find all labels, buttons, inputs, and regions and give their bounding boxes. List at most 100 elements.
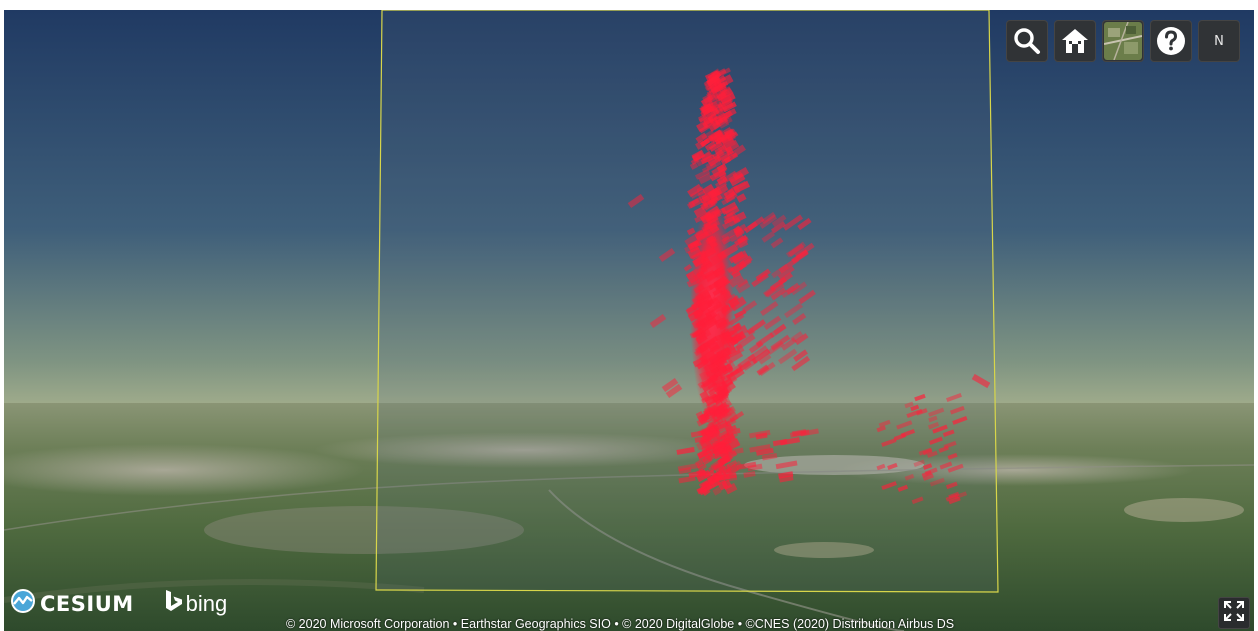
cloud-point (913, 459, 925, 468)
cloud-point (910, 404, 920, 412)
cloud-point (697, 463, 707, 472)
cloud-point (711, 419, 729, 432)
cloud-point (693, 307, 710, 320)
cloud-point (719, 95, 734, 108)
point-cloud (627, 67, 991, 505)
terrain-detail (4, 432, 1254, 631)
cloud-point (726, 460, 738, 469)
cloud-point (723, 212, 734, 221)
cloud-point (773, 323, 787, 336)
cloud-point (689, 161, 699, 170)
cloud-point (770, 287, 787, 301)
cloud-point (713, 112, 726, 123)
cloud-point (703, 469, 715, 479)
cloud-point (788, 243, 805, 258)
cloud-point (710, 68, 722, 79)
cloud-point (939, 461, 953, 470)
cloud-point (926, 450, 938, 458)
cloud-point (785, 282, 801, 295)
attribution-text: © 2020 Microsoft Corporation • Earthstar… (286, 617, 955, 631)
fullscreen-button[interactable] (1218, 597, 1250, 629)
cloud-point (706, 90, 716, 101)
cloud-point (876, 463, 886, 471)
cloud-point (716, 163, 728, 174)
map-scene[interactable] (4, 10, 1254, 631)
search-button[interactable] (1006, 20, 1048, 62)
search-icon (1012, 26, 1042, 56)
cloud-point (878, 419, 891, 428)
cloud-point (734, 237, 749, 250)
cloud-point (695, 229, 713, 243)
help-button[interactable] (1150, 20, 1192, 62)
cloud-point (793, 349, 808, 362)
cloud-point (946, 392, 962, 402)
cloud-point (722, 127, 734, 138)
cloud-point (736, 461, 757, 471)
cloud-point (765, 281, 785, 298)
cloud-point (715, 472, 737, 482)
navigation-button[interactable]: N (1198, 20, 1240, 62)
cloud-point (702, 217, 721, 232)
cloud-point (922, 448, 933, 456)
cloud-point (721, 243, 739, 258)
map-viewer[interactable]: N CESIUM bing © 2020 Microsoft Corporati… (4, 10, 1254, 631)
cloud-point (712, 287, 723, 297)
cloud-point (700, 348, 711, 357)
cloud-point (743, 470, 756, 478)
cloud-point (699, 390, 710, 401)
cloud-point (713, 366, 727, 379)
home-button[interactable] (1054, 20, 1096, 62)
cloud-point (777, 348, 798, 365)
cloud-point (716, 91, 728, 102)
cloud-point (942, 429, 955, 438)
cloud-point (716, 144, 725, 152)
cloud-point (716, 150, 733, 162)
cloud-point (790, 331, 804, 343)
cloud-point (706, 453, 716, 462)
cloud-point (784, 302, 804, 319)
cloud-point (707, 187, 721, 200)
cloud-point (704, 393, 720, 407)
cloud-point (704, 268, 722, 282)
cloud-point (711, 419, 722, 429)
cloud-point (678, 466, 692, 474)
cloud-point (728, 216, 741, 227)
cloud-point (701, 392, 717, 404)
cloud-point (948, 491, 960, 500)
cloud-point (747, 345, 769, 362)
cloud-point (721, 304, 731, 312)
cloud-point (714, 385, 725, 396)
cloud-point (713, 462, 725, 473)
cloud-point (724, 210, 738, 224)
cloud-point (928, 415, 938, 423)
cloud-point (700, 154, 716, 165)
cloud-point (713, 301, 727, 313)
cloud-point (927, 421, 940, 430)
fullscreen-icon (1222, 599, 1246, 628)
cloud-point (932, 424, 948, 434)
cloud-point (697, 265, 708, 275)
cloud-point (694, 212, 709, 223)
cloud-point (717, 318, 731, 330)
cloud-point (721, 134, 736, 145)
cloud-point (683, 264, 693, 272)
cloud-point (922, 463, 933, 470)
cloud-point (708, 140, 723, 152)
cloud-point (929, 477, 945, 487)
cloud-point (881, 438, 897, 447)
cloud-point (705, 270, 720, 283)
cloud-point (704, 141, 717, 152)
base-layer-picker-button[interactable] (1102, 20, 1144, 62)
cesium-logo[interactable]: CESIUM (10, 588, 134, 619)
cloud-point (701, 162, 717, 173)
cloud-point (792, 312, 807, 325)
cloud-point (722, 366, 734, 375)
cloud-point (770, 334, 791, 351)
cloud-point (769, 276, 788, 292)
bing-logo[interactable]: bing (164, 589, 227, 618)
cloud-point (715, 384, 727, 395)
cloud-point (687, 239, 700, 250)
cloud-point (689, 326, 706, 339)
cloud-point (699, 342, 711, 352)
cloud-point (729, 231, 744, 243)
